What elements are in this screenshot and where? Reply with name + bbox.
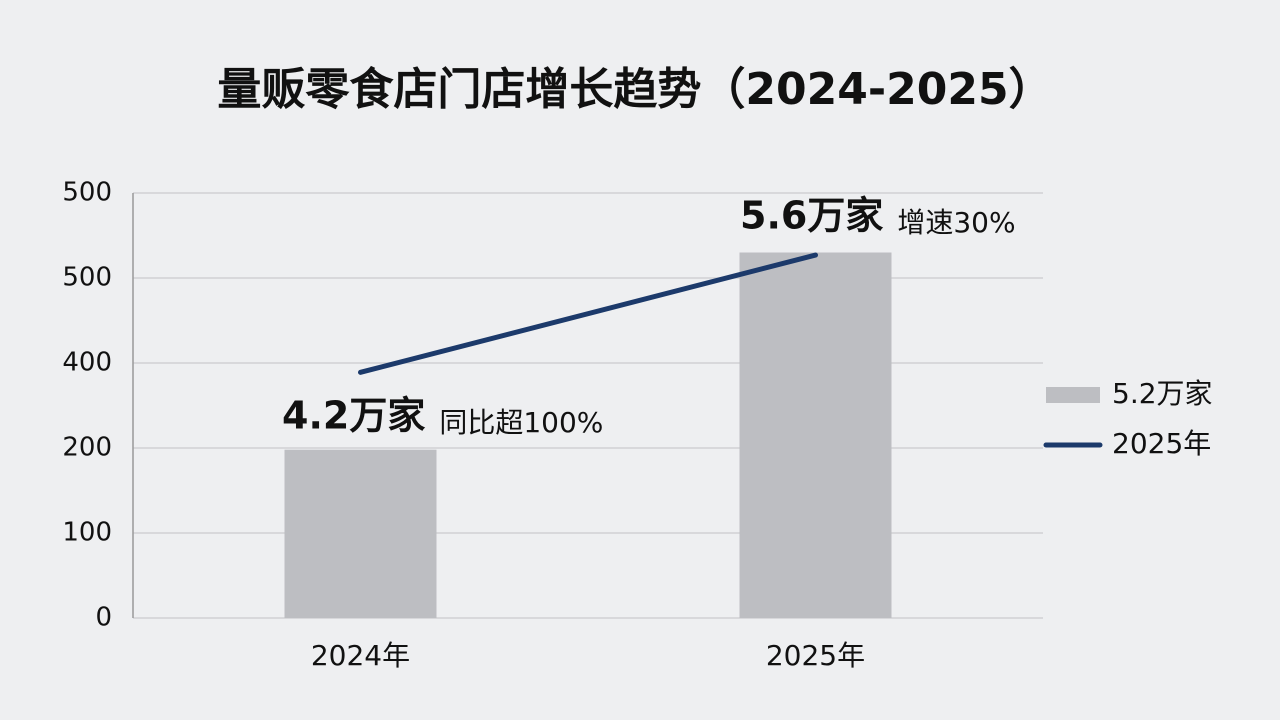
annotation-label: 4.2万家 [282,394,425,438]
x-tick-label: 2024年 [311,639,410,672]
y-tick-label: 400 [62,348,112,378]
annotation-note: 增速30% [897,206,1015,239]
legend-label: 2025年 [1112,427,1211,460]
y-tick-label: 100 [62,518,112,548]
legend-label: 5.2万家 [1112,377,1213,410]
legend-swatch [1046,387,1100,403]
chart-title: 量贩零食店门店增长趋势（2024-2025） [217,64,1052,115]
y-tick-label: 200 [62,433,112,463]
y-tick-label: 500 [62,263,112,293]
annotation-label: 5.6万家 [740,194,883,238]
bar [739,252,892,618]
x-tick-label: 2025年 [766,639,865,672]
line [358,252,818,375]
y-tick-label: 0 [95,603,112,633]
y-tick-label: 500 [62,178,112,208]
annotation-note: 同比超100% [439,406,603,439]
bar [284,449,437,618]
